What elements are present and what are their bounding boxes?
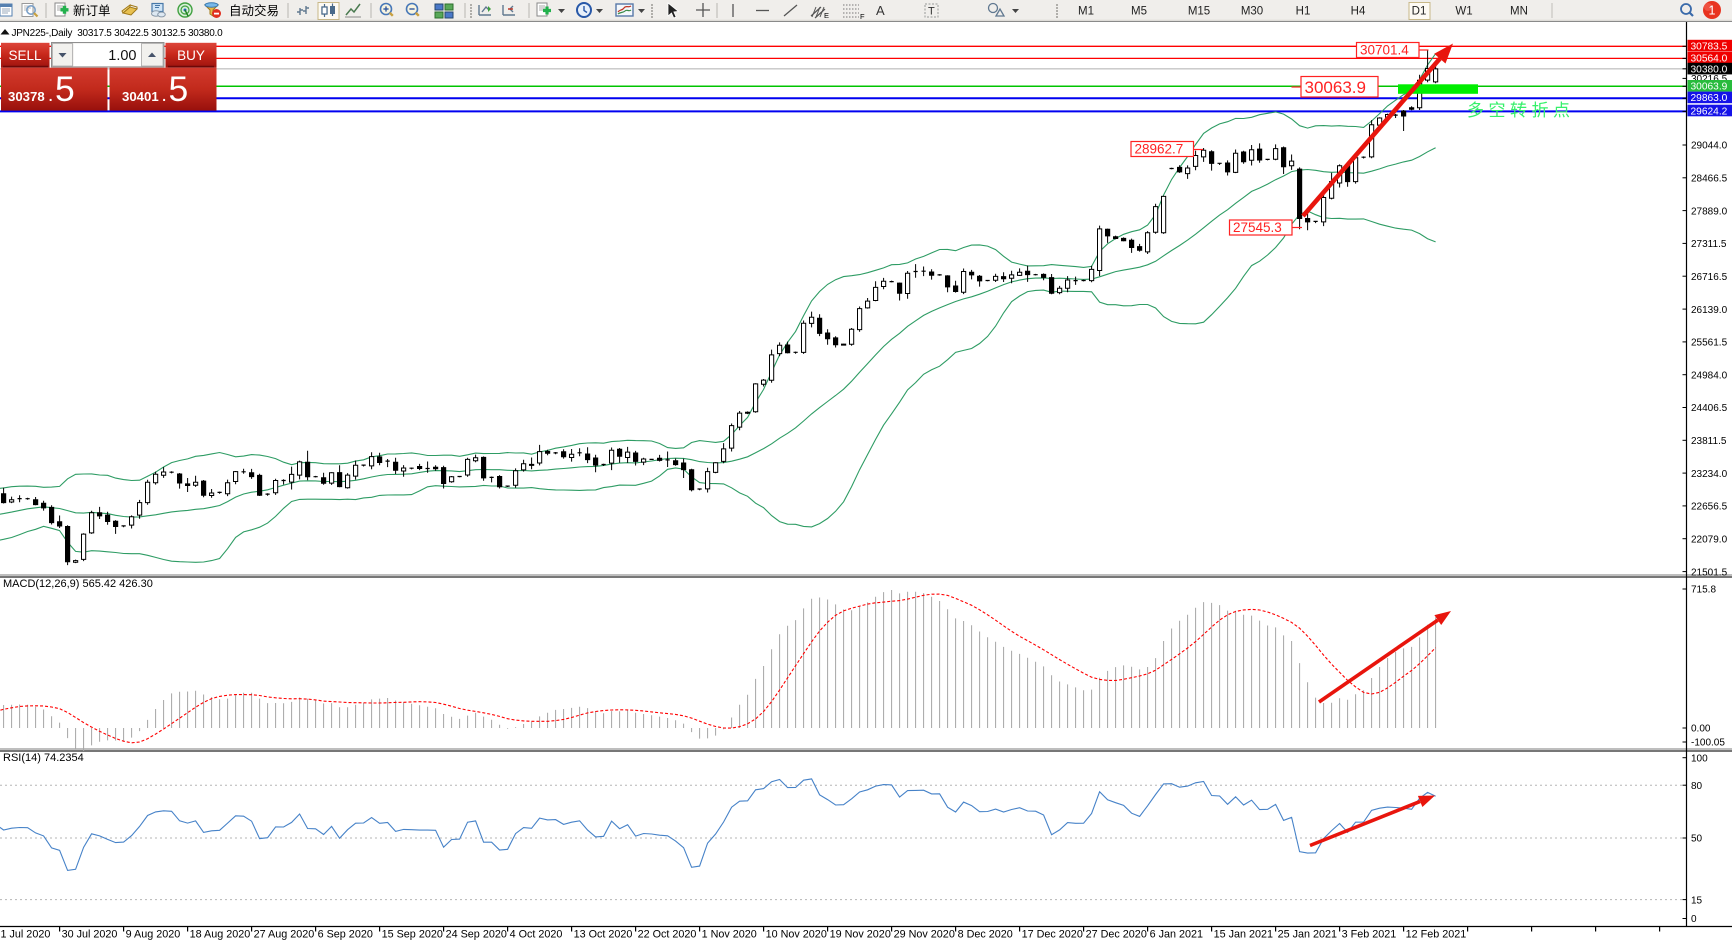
svg-text:M30: M30 [1241, 6, 1263, 18]
svg-text:30380.0: 30380.0 [1691, 64, 1728, 75]
svg-text:T: T [928, 6, 935, 18]
svg-text:29044.0: 29044.0 [1691, 141, 1728, 152]
svg-text:15 Jan 2021: 15 Jan 2021 [1214, 929, 1273, 940]
svg-text:26139.0: 26139.0 [1691, 305, 1728, 316]
svg-text:1 Nov 2020: 1 Nov 2020 [702, 929, 757, 940]
svg-text:1.00: 1.00 [108, 48, 136, 64]
svg-text:MN: MN [1510, 6, 1528, 18]
svg-text:27 Dec 2020: 27 Dec 2020 [1086, 929, 1147, 940]
svg-text:27311.5: 27311.5 [1691, 239, 1727, 250]
svg-text:28962.7: 28962.7 [1135, 142, 1184, 157]
svg-text:W1: W1 [1455, 6, 1472, 18]
svg-text:21 Jul 2020: 21 Jul 2020 [0, 929, 50, 940]
svg-text:22079.0: 22079.0 [1691, 534, 1728, 545]
svg-text:JPN225-,Daily 30317.5 30422.5: JPN225-,Daily 30317.5 30422.5 30132.5 30… [12, 28, 224, 39]
svg-text:.: . [162, 89, 166, 104]
svg-text:MACD(12,26,9) 565.42 426.30: MACD(12,26,9) 565.42 426.30 [3, 578, 153, 590]
svg-text:30063.9: 30063.9 [1691, 82, 1728, 93]
svg-text:15: 15 [1691, 895, 1703, 906]
svg-text:-100.05: -100.05 [1691, 738, 1725, 749]
svg-text:H4: H4 [1351, 6, 1366, 18]
svg-text:25 Jan 2021: 25 Jan 2021 [1278, 929, 1337, 940]
svg-text:.: . [49, 89, 53, 104]
svg-text:13 Oct 2020: 13 Oct 2020 [574, 929, 633, 940]
svg-text:D1: D1 [1412, 6, 1427, 18]
svg-text:30401: 30401 [122, 89, 159, 104]
svg-text:A: A [876, 3, 885, 18]
svg-text:24984.0: 24984.0 [1691, 370, 1728, 381]
svg-text:30 Jul 2020: 30 Jul 2020 [62, 929, 118, 940]
svg-text:6 Jan 2021: 6 Jan 2021 [1150, 929, 1203, 940]
svg-text:E: E [824, 11, 829, 20]
svg-text:5: 5 [55, 69, 75, 109]
svg-text:30216.5: 30216.5 [1691, 74, 1728, 85]
svg-text:15 Sep 2020: 15 Sep 2020 [382, 929, 443, 940]
svg-text:0.00: 0.00 [1691, 724, 1711, 735]
svg-text:27 Aug 2020: 27 Aug 2020 [254, 929, 315, 940]
svg-text:30378: 30378 [8, 89, 45, 104]
svg-text:30564.0: 30564.0 [1691, 53, 1728, 64]
svg-text:22 Oct 2020: 22 Oct 2020 [638, 929, 697, 940]
svg-text:30063.9: 30063.9 [1305, 78, 1366, 97]
svg-text:10 Nov 2020: 10 Nov 2020 [766, 929, 827, 940]
svg-text:23811.5: 23811.5 [1691, 436, 1727, 447]
svg-text:28466.5: 28466.5 [1691, 174, 1728, 185]
svg-text:6 Sep 2020: 6 Sep 2020 [318, 929, 373, 940]
svg-text:RSI(14) 74.2354: RSI(14) 74.2354 [3, 752, 84, 764]
svg-text:24406.5: 24406.5 [1691, 403, 1728, 414]
svg-text:25561.5: 25561.5 [1691, 338, 1728, 349]
svg-text:H1: H1 [1296, 6, 1311, 18]
svg-text:24 Sep 2020: 24 Sep 2020 [446, 929, 507, 940]
svg-text:23234.0: 23234.0 [1691, 469, 1728, 480]
svg-text:80: 80 [1691, 781, 1703, 792]
svg-text:M1: M1 [1078, 6, 1094, 18]
svg-text:1: 1 [1709, 4, 1716, 18]
svg-text:4 Oct 2020: 4 Oct 2020 [510, 929, 563, 940]
svg-text:30783.5: 30783.5 [1691, 41, 1728, 52]
svg-text:5: 5 [169, 69, 189, 109]
svg-text:自动交易: 自动交易 [229, 3, 279, 18]
svg-text:30701.4: 30701.4 [1360, 43, 1409, 58]
svg-text:BUY: BUY [177, 48, 205, 63]
svg-text:新订单: 新订单 [73, 3, 111, 18]
svg-text:SELL: SELL [8, 48, 42, 63]
svg-text:715.8: 715.8 [1691, 585, 1716, 596]
svg-text:0: 0 [1691, 914, 1697, 925]
svg-text:M15: M15 [1188, 6, 1210, 18]
svg-text:多空转折点: 多空转折点 [1467, 101, 1575, 120]
svg-text:27889.0: 27889.0 [1691, 206, 1728, 217]
svg-text:29 Nov 2020: 29 Nov 2020 [894, 929, 955, 940]
svg-text:19 Nov 2020: 19 Nov 2020 [830, 929, 891, 940]
svg-text:17 Dec 2020: 17 Dec 2020 [1022, 929, 1083, 940]
svg-text:21501.5: 21501.5 [1691, 567, 1728, 578]
svg-text:F: F [860, 12, 865, 21]
svg-text:29863.0: 29863.0 [1691, 93, 1728, 104]
svg-text:18 Aug 2020: 18 Aug 2020 [190, 929, 251, 940]
svg-text:3 Feb 2021: 3 Feb 2021 [1342, 929, 1397, 940]
svg-text:50: 50 [1691, 834, 1703, 845]
svg-text:12 Feb 2021: 12 Feb 2021 [1406, 929, 1467, 940]
svg-text:100: 100 [1691, 753, 1708, 764]
svg-text:22656.5: 22656.5 [1691, 502, 1728, 513]
svg-text:M5: M5 [1131, 6, 1147, 18]
svg-text:27545.3: 27545.3 [1233, 220, 1282, 235]
svg-text:9 Aug 2020: 9 Aug 2020 [126, 929, 181, 940]
svg-text:29624.2: 29624.2 [1691, 106, 1728, 117]
svg-text:8 Dec 2020: 8 Dec 2020 [958, 929, 1013, 940]
svg-text:26716.5: 26716.5 [1691, 272, 1728, 283]
